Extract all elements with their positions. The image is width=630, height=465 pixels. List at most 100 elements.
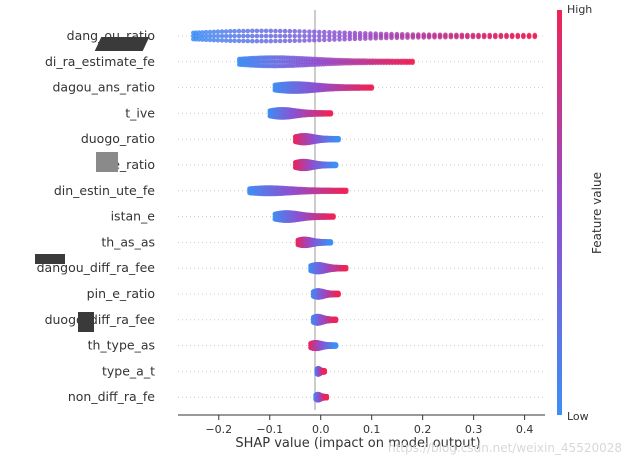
shap-point	[394, 35, 400, 41]
feature-label: din_estin_ute_fe	[54, 183, 155, 198]
shap-point	[405, 35, 410, 40]
feature-swarm	[236, 55, 415, 69]
shap-point	[232, 33, 237, 39]
shap-point	[211, 29, 217, 35]
x-tick-label: −0.2	[205, 423, 232, 436]
shap-point	[336, 137, 341, 143]
redaction-mark	[35, 254, 65, 264]
shap-point	[200, 33, 205, 39]
shap-point	[410, 60, 415, 65]
shap-point	[342, 33, 347, 39]
feature-label: di_ra_estimate_fe	[45, 54, 155, 69]
shap-point	[228, 38, 233, 43]
shap-point	[200, 30, 205, 35]
shap-point	[263, 28, 269, 34]
shap-point	[273, 28, 278, 34]
shap-point	[268, 28, 274, 34]
shap-point	[207, 29, 213, 35]
shap-point	[317, 33, 322, 39]
shap-point	[211, 33, 217, 39]
shap-point	[297, 33, 302, 39]
shap-point	[207, 37, 213, 43]
shap-point	[268, 33, 274, 39]
shap-point	[292, 38, 298, 43]
feature-label: istan_e	[111, 209, 156, 224]
shap-point	[333, 163, 339, 169]
shap-point	[245, 28, 251, 34]
shap-point	[332, 30, 337, 35]
shap-point	[273, 33, 278, 39]
shap-point	[307, 29, 312, 34]
shap-point	[223, 29, 229, 34]
shap-point	[322, 33, 327, 39]
shap-point	[312, 37, 317, 43]
shap-point	[215, 29, 221, 34]
shap-point	[193, 33, 199, 39]
x-axis: −0.2 −0.1 0.0 0.1 0.2 0.3 0.4	[178, 414, 545, 436]
shap-point	[277, 38, 283, 44]
shap-point	[263, 33, 269, 39]
beeswarm-series: dang_ou_ratiodi_ra_estimate_fedagou_ans_…	[37, 28, 538, 404]
shap-point	[203, 33, 209, 39]
redaction-mark	[94, 37, 150, 51]
shap-point	[337, 33, 342, 39]
feature-label: dangou_diff_ra_fee	[37, 260, 156, 275]
shap-point	[268, 38, 274, 44]
shap-point	[342, 30, 347, 36]
redaction-mark	[78, 312, 94, 332]
shap-point	[327, 30, 332, 35]
shap-point	[196, 37, 202, 42]
shap-point	[193, 37, 199, 42]
shap-point	[223, 38, 229, 43]
shap-point	[432, 35, 437, 40]
feature-swarm	[310, 288, 341, 300]
shap-point	[389, 35, 394, 41]
x-tick-label: −0.1	[256, 423, 283, 436]
shap-point	[504, 34, 509, 40]
shap-point	[282, 38, 288, 44]
shap-point	[448, 34, 454, 40]
shap-point	[236, 33, 242, 39]
shap-point	[236, 28, 242, 34]
shap-point	[200, 37, 205, 42]
shap-point	[337, 37, 342, 42]
shap-point	[193, 30, 199, 35]
shap-point	[250, 28, 255, 34]
redaction-mark	[96, 152, 118, 172]
shap-point	[454, 34, 459, 40]
shap-point	[250, 38, 255, 44]
shap-point	[437, 34, 443, 40]
shap-point	[245, 33, 251, 39]
shap-point	[476, 34, 481, 40]
shap-point	[521, 34, 526, 40]
shap-point	[357, 36, 363, 41]
shap-point	[232, 38, 237, 44]
shap-point	[307, 38, 312, 43]
shap-point	[223, 33, 229, 39]
feature-swarm	[267, 107, 334, 120]
shap-point	[332, 37, 337, 42]
shap-point	[241, 33, 246, 39]
feature-swarm	[191, 28, 538, 44]
shap-point	[277, 33, 283, 39]
feature-label: dagou_ans_ratio	[52, 80, 155, 95]
shap-point	[228, 33, 233, 39]
x-tick-label: 0.3	[465, 423, 483, 436]
shap-point	[470, 34, 476, 40]
shap-point	[250, 33, 255, 39]
feature-label: pin_e_ratio	[87, 286, 155, 301]
x-tick-label: 0.0	[312, 423, 330, 436]
shap-point	[343, 189, 349, 194]
shap-point	[317, 29, 322, 35]
shap-point	[232, 28, 237, 34]
feature-swarm	[272, 210, 336, 223]
shap-point	[399, 35, 405, 40]
feature-label: type_a_t	[102, 363, 155, 378]
shap-point	[410, 35, 416, 40]
shap-point	[203, 29, 209, 35]
shap-point	[347, 36, 353, 42]
shap-point	[331, 215, 336, 220]
feature-swarm	[314, 366, 328, 377]
shap-point	[373, 36, 379, 41]
